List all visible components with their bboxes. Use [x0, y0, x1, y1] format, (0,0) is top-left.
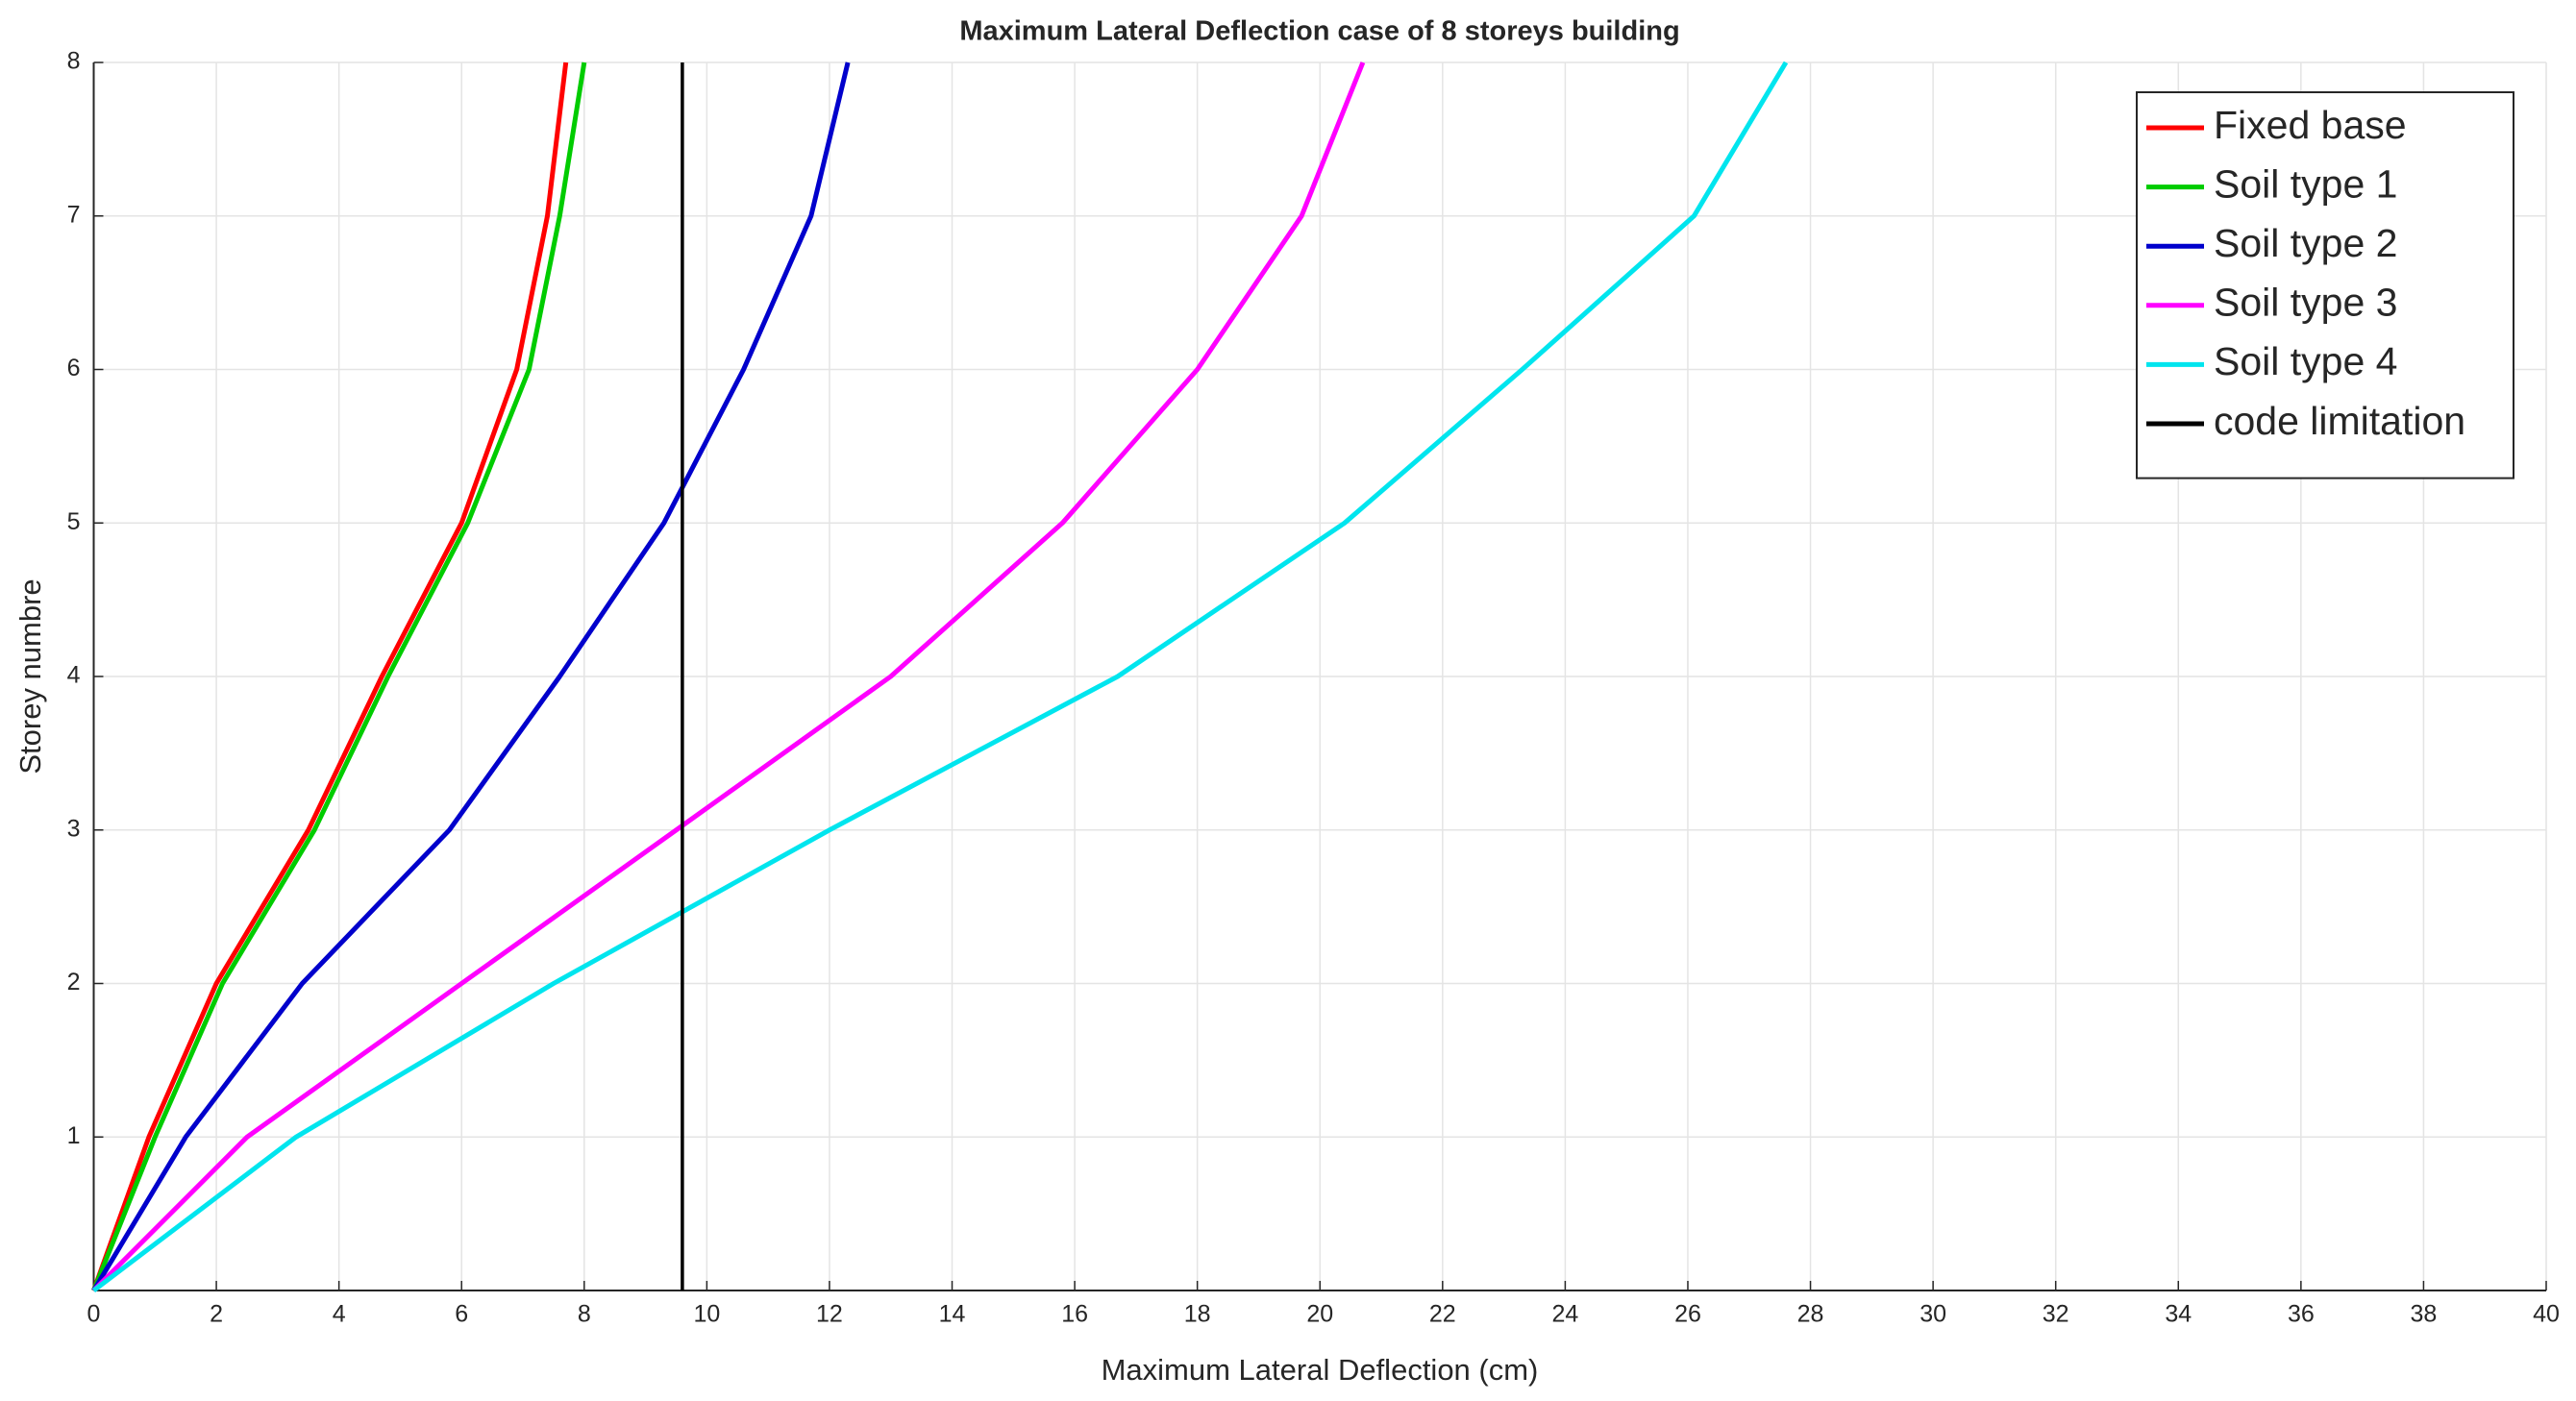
x-tick-label: 10 — [693, 1301, 720, 1328]
y-axis-label: Storey numbre — [13, 578, 47, 774]
legend-label: Soil type 3 — [2214, 281, 2397, 325]
series-line — [91, 61, 1789, 1292]
legend-label: Fixed base — [2214, 103, 2407, 147]
series-line — [91, 61, 569, 1291]
y-tick-label: 1 — [67, 1122, 81, 1149]
x-tick-label: 30 — [1920, 1301, 1946, 1328]
x-tick-label: 6 — [455, 1301, 468, 1328]
x-tick-label: 36 — [2288, 1301, 2315, 1328]
y-tick-label: 5 — [67, 508, 81, 535]
series-line — [91, 61, 587, 1291]
x-tick-label: 0 — [87, 1301, 101, 1328]
y-tick-label: 7 — [67, 201, 81, 228]
y-tick-label: 2 — [67, 969, 81, 995]
x-tick-label: 40 — [2533, 1301, 2560, 1328]
chart-title: Maximum Lateral Deflection case of 8 sto… — [959, 16, 1679, 47]
x-tick-label: 34 — [2165, 1301, 2192, 1328]
series-line — [91, 61, 851, 1292]
x-tick-label: 14 — [939, 1301, 966, 1328]
x-tick-label: 16 — [1061, 1301, 1088, 1328]
x-tick-label: 18 — [1184, 1301, 1211, 1328]
x-tick-label: 2 — [210, 1301, 223, 1328]
y-tick-label: 4 — [67, 662, 81, 689]
y-tick-label: 8 — [67, 48, 81, 75]
x-tick-label: 8 — [578, 1301, 591, 1328]
legend-label: Soil type 2 — [2214, 221, 2397, 265]
x-tick-label: 28 — [1797, 1301, 1824, 1328]
legend: Fixed base Soil type 1 Soil type 2 Soil typ… — [2136, 91, 2514, 479]
x-axis-label: Maximum Lateral Deflection (cm) — [1102, 1353, 1539, 1387]
x-tick-label: 24 — [1551, 1301, 1578, 1328]
x-tick-label: 22 — [1429, 1301, 1456, 1328]
x-tick-label: 32 — [2043, 1301, 2069, 1328]
y-tick-label: 3 — [67, 815, 81, 842]
legend-label: code limitation — [2214, 399, 2465, 443]
series-line — [91, 61, 1366, 1292]
y-tick-label: 6 — [67, 355, 81, 381]
x-tick-label: 38 — [2411, 1301, 2438, 1328]
legend-label: Soil type 4 — [2214, 339, 2397, 383]
legend-box — [2136, 91, 2514, 479]
legend-label: Soil type 1 — [2214, 161, 2397, 206]
x-tick-label: 26 — [1674, 1301, 1701, 1328]
x-tick-label: 4 — [333, 1301, 346, 1328]
x-tick-label: 20 — [1306, 1301, 1333, 1328]
x-tick-label: 12 — [816, 1301, 843, 1328]
